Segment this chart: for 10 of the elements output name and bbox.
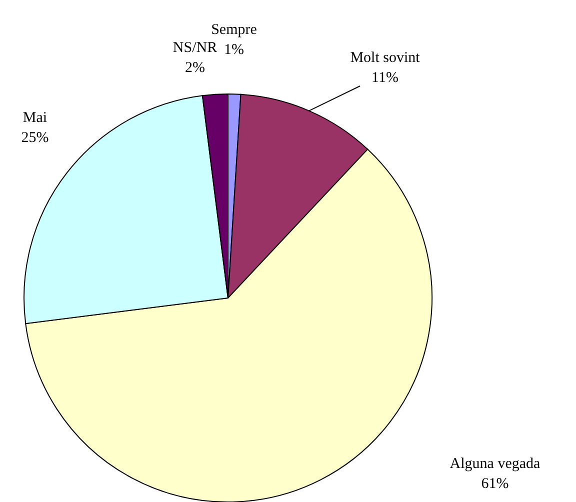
slice-label: Sempre <box>211 22 258 38</box>
data-label: 61% <box>481 476 509 492</box>
data-label: 25% <box>21 130 49 146</box>
data-label: 2% <box>185 60 205 76</box>
slice-label: Molt sovint <box>350 50 421 66</box>
data-label: 1% <box>224 42 244 58</box>
slice-label: Alguna vegada <box>450 456 541 472</box>
slice-label: Mai <box>22 110 48 126</box>
slice-label: NS/NR <box>172 40 218 56</box>
data-label: 11% <box>372 70 398 86</box>
